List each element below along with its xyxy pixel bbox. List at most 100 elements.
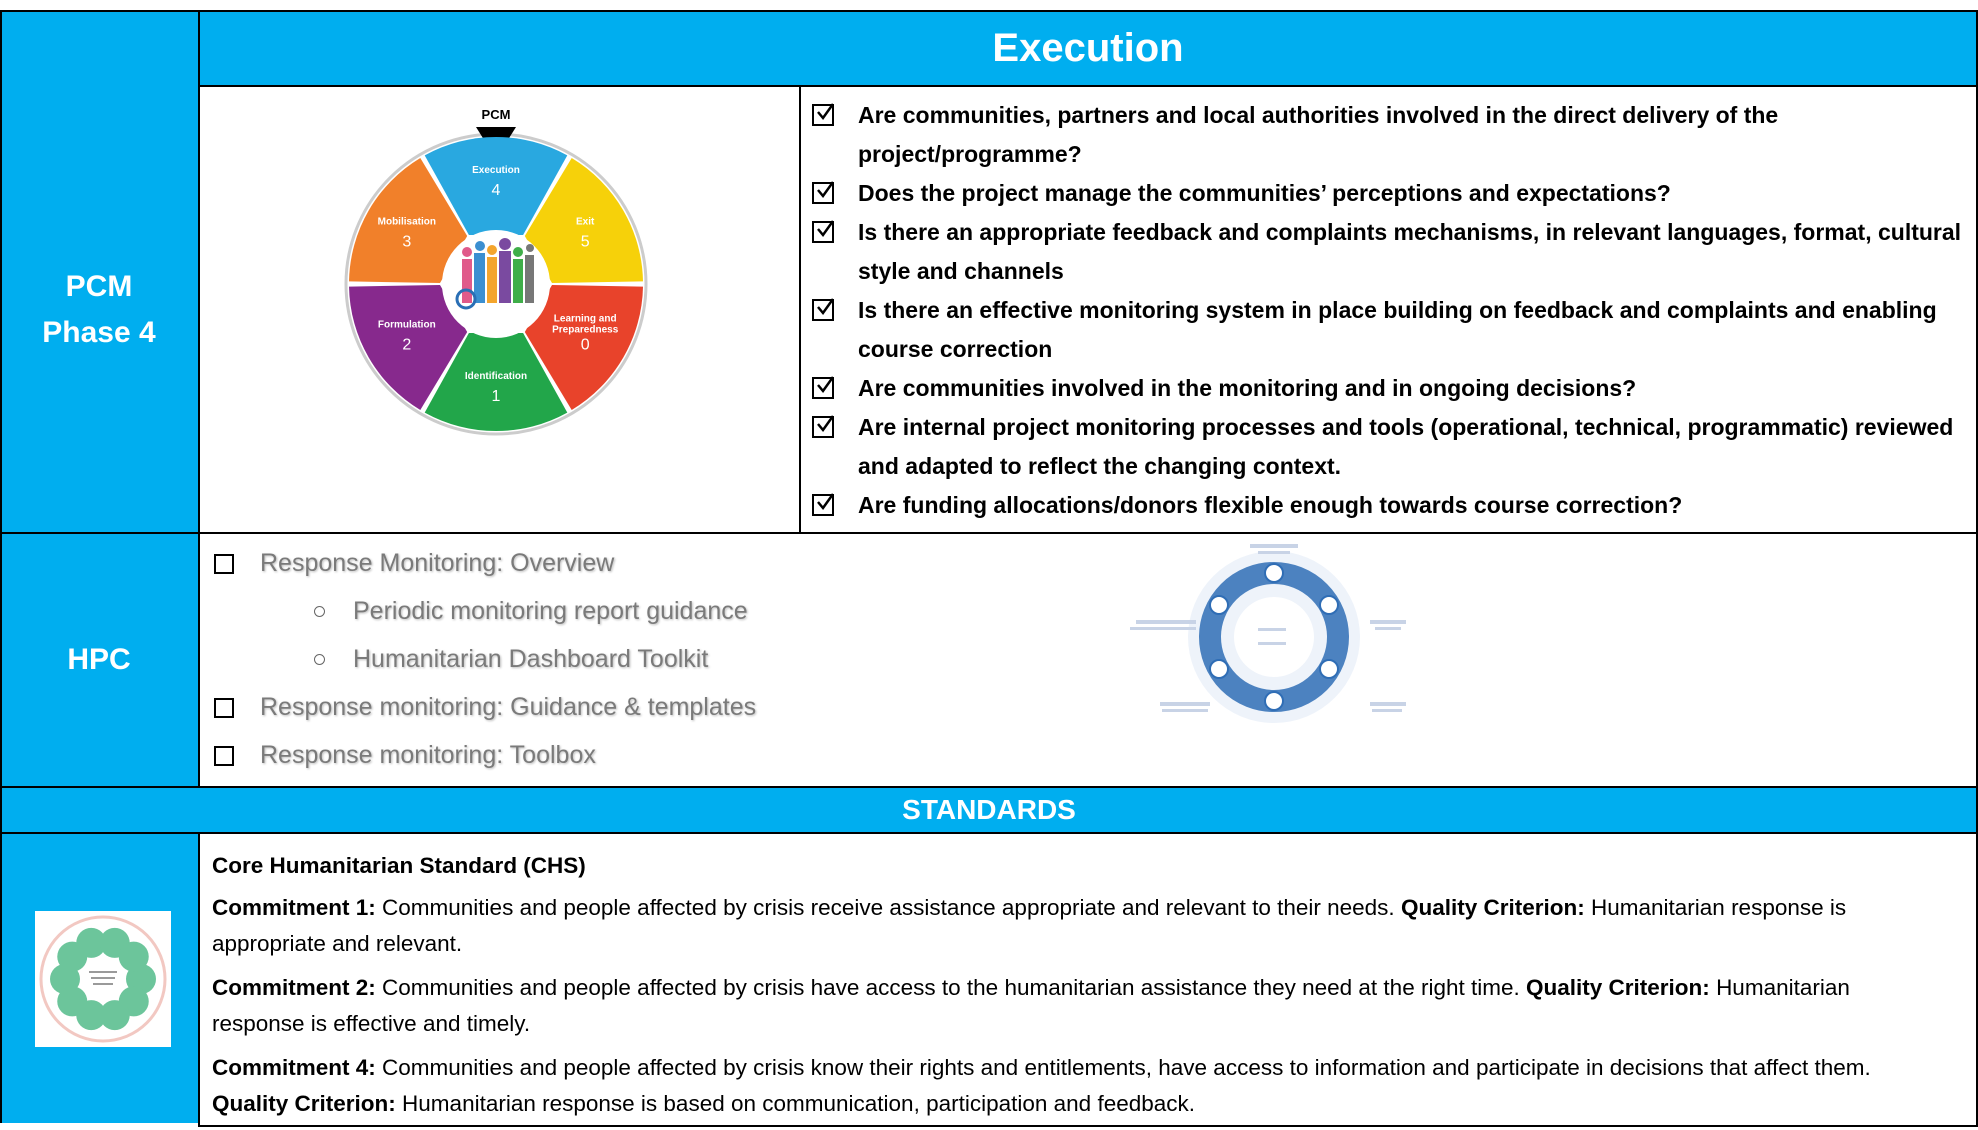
checkbox-empty bbox=[214, 745, 234, 766]
segment-name: Exit bbox=[576, 217, 595, 228]
wheel-segment bbox=[349, 285, 468, 410]
hpc-link: Periodic monitoring report guidance bbox=[353, 597, 748, 625]
hpc-cycle-diagram bbox=[1130, 544, 1406, 723]
check-stroke bbox=[817, 181, 835, 199]
segment-number: 3 bbox=[402, 234, 411, 251]
standards-title: STANDARDS bbox=[0, 786, 1978, 834]
question-text: Are communities, partners and local auth… bbox=[858, 102, 1779, 167]
checkbox-empty bbox=[214, 553, 234, 574]
bullet bbox=[314, 606, 325, 617]
people-icon bbox=[455, 238, 534, 310]
bullet bbox=[314, 654, 325, 665]
hpc-link: Humanitarian Dashboard Toolkit bbox=[353, 645, 709, 673]
check-stroke bbox=[817, 298, 835, 316]
question: Are internal project monitoring processe… bbox=[812, 408, 1962, 486]
question: Are communities involved in the monitori… bbox=[812, 369, 1962, 408]
question: Are funding allocations/donors flexible … bbox=[812, 486, 1962, 525]
hpc-item: Response monitoring: Toolbox bbox=[214, 741, 596, 770]
criterion-label: Quality Criterion: bbox=[1400, 895, 1585, 920]
commitment: Commitment 4: Communities and people aff… bbox=[212, 1050, 1912, 1122]
check-mark bbox=[817, 493, 835, 511]
chs-logo bbox=[35, 911, 171, 1047]
question: Is there an appropriate feedback and com… bbox=[812, 213, 1962, 291]
cycle-caption-blurs bbox=[1130, 544, 1406, 712]
wheel-segment bbox=[424, 333, 568, 432]
check-mark bbox=[817, 376, 835, 394]
logo-petal bbox=[76, 927, 107, 958]
check-mark bbox=[817, 103, 835, 121]
hpc-link: Response Monitoring: Overview bbox=[260, 549, 615, 577]
question-text: Are funding allocations/donors flexible … bbox=[858, 492, 1683, 518]
commitment-label: Commitment 1: bbox=[212, 895, 376, 920]
cycle-center bbox=[1234, 597, 1314, 677]
check-mark bbox=[817, 298, 835, 316]
commitment-text: Communities and people affected by crisi… bbox=[382, 895, 1395, 920]
segment-number: 4 bbox=[492, 182, 501, 199]
check-mark bbox=[817, 415, 835, 433]
commitment-label: Commitment 2: bbox=[212, 975, 376, 1000]
logo-petal bbox=[118, 941, 149, 972]
segment-name: Mobilisation bbox=[378, 217, 436, 228]
question-text: Is there an effective monitoring system … bbox=[858, 297, 1937, 362]
wheel-segment bbox=[524, 285, 643, 410]
segment-name: Identification bbox=[465, 371, 527, 382]
question-text: Are communities involved in the monitori… bbox=[858, 375, 1637, 401]
check-stroke bbox=[817, 493, 835, 511]
chs-text: Core Humanitarian Standard (CHS) Commitme… bbox=[212, 848, 1912, 1130]
hpc-link: Response monitoring: Toolbox bbox=[260, 741, 596, 769]
hpc-item: Response monitoring: Guidance & template… bbox=[214, 693, 756, 722]
question: Are communities, partners and local auth… bbox=[812, 96, 1962, 174]
cycle-nodes bbox=[1209, 563, 1339, 711]
question-text: Are internal project monitoring processe… bbox=[858, 414, 1954, 479]
commitment: Commitment 1: Communities and people aff… bbox=[212, 890, 1912, 962]
checkbox bbox=[812, 220, 835, 243]
criterion-text: Humanitarian response is appropriate and… bbox=[212, 895, 1847, 956]
wheel-segment bbox=[524, 158, 643, 283]
segment-number: 0 bbox=[581, 337, 590, 354]
criterion-label: Quality Criterion: bbox=[212, 1091, 396, 1116]
hpc-subitem: Periodic monitoring report guidance bbox=[314, 597, 748, 626]
segments: Execution 4 Exit 5 Learning and Preparedness0… bbox=[349, 136, 643, 432]
check-mark bbox=[817, 181, 835, 199]
pcm-wheel: PCM Execution 4 Exit 5 Learning and Preparedn… bbox=[344, 107, 648, 436]
check-stroke bbox=[817, 220, 835, 238]
segment-name: Learning and Preparedness bbox=[552, 314, 619, 336]
pcm-label-line: Phase 4 bbox=[42, 315, 156, 349]
wheel-segment bbox=[424, 136, 568, 235]
commitment-text: Communities and people affected by crisi… bbox=[382, 1055, 1871, 1080]
pcm-label-line: PCM bbox=[65, 269, 133, 303]
hpc-subitem: Humanitarian Dashboard Toolkit bbox=[314, 645, 708, 674]
check-stroke bbox=[817, 415, 835, 433]
pointer-label: PCM bbox=[482, 107, 511, 122]
segment-number: 1 bbox=[492, 388, 501, 405]
criterion-text: Humanitarian response is based on commun… bbox=[402, 1091, 1196, 1116]
segment-name: Formulation bbox=[378, 320, 436, 331]
check-stroke bbox=[817, 103, 835, 121]
checkbox bbox=[812, 376, 835, 399]
question: Does the project manage the communities’… bbox=[812, 174, 1962, 213]
segment-number: 5 bbox=[581, 234, 590, 251]
segment-name: Execution bbox=[472, 165, 520, 176]
check-mark bbox=[817, 220, 835, 238]
hpc-item: Response Monitoring: Overview bbox=[214, 549, 614, 578]
pcm-label: PCM Phase 4 bbox=[0, 87, 198, 532]
question-list: Are communities, partners and local auth… bbox=[812, 96, 1962, 525]
row-divider bbox=[0, 532, 200, 534]
checkbox bbox=[812, 298, 835, 321]
checkbox bbox=[812, 103, 835, 126]
commitment-text: Communities and people affected by crisi… bbox=[382, 975, 1520, 1000]
chs-title: Core Humanitarian Standard (CHS) bbox=[212, 853, 586, 878]
logo-petal bbox=[99, 1000, 130, 1031]
checkbox bbox=[812, 415, 835, 438]
hpc-link: Response monitoring: Guidance & template… bbox=[260, 693, 757, 721]
commitment-label: Commitment 4: bbox=[212, 1055, 376, 1080]
header-title: Execution bbox=[198, 10, 1978, 87]
question: Is there an effective monitoring system … bbox=[812, 291, 1962, 369]
question-text: Is there an appropriate feedback and com… bbox=[858, 219, 1962, 284]
hpc-label: HPC bbox=[67, 643, 131, 676]
wheel-segment bbox=[349, 158, 468, 283]
check-stroke bbox=[817, 376, 835, 394]
commitment: Commitment 2: Communities and people aff… bbox=[212, 970, 1912, 1042]
segment-number: 2 bbox=[402, 337, 411, 354]
